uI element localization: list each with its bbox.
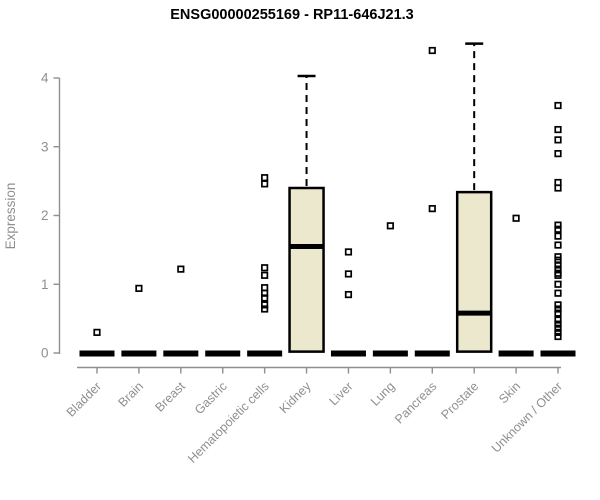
outlier-point-unknown-other [554,332,562,341]
outlier-point-hematopoietic-cells [261,301,269,309]
y-axis-title: Expression [3,183,18,250]
zero-bar-hematopoietic-cells [247,350,283,357]
outlier-point-unknown-other [554,301,562,309]
outlier-point-unknown-other [554,232,562,240]
x-axis-label-prostate: Prostate [438,379,481,422]
outlier-point-hematopoietic-cells [261,174,269,182]
zero-bar-pancreas [414,350,450,357]
zero-bar-unknown-other [540,350,576,357]
box-kidney [288,186,325,353]
outlier-point-breast [177,265,185,273]
outlier-point-unknown-other [554,309,562,317]
outlier-point-unknown-other [554,271,562,279]
outlier-point-bladder [93,328,101,336]
zero-bar-gastric [205,350,241,357]
outlier-point-hematopoietic-cells [261,305,269,313]
y-axis-tick-label: 4 [41,71,49,86]
x-axis-label-breast: Breast [152,379,188,415]
chart-title: ENSG00000255169 - RP11-646J21.3 [170,7,414,23]
outlier-point-pancreas [428,46,436,55]
x-axis-label-liver: Liver [327,379,356,408]
y-axis-tick-label: 3 [41,139,49,154]
plot-marks: 0 1 2 3 4 Bladder Brain Breast GastricHematopoie… [41,42,576,466]
zero-bar-bladder [79,350,115,357]
y-axis-tick-label: 0 [41,346,49,361]
outlier-point-unknown-other [554,328,562,336]
x-axis-label-pancreas: Pancreas [392,379,439,426]
outlier-point-skin [512,214,520,222]
outlier-point-unknown-other [554,225,562,233]
outlier-point-unknown-other [554,324,562,332]
outlier-point-unknown-other [554,316,562,324]
outlier-point-pancreas [428,205,436,213]
outlier-point-unknown-other [554,241,562,249]
outlier-point-unknown-other [554,280,562,288]
outlier-point-hematopoietic-cells [261,180,269,188]
x-axis-label-lung: Lung [368,379,398,409]
outlier-point-unknown-other [554,184,562,192]
box-prostate [455,190,493,353]
y-axis-tick-label: 2 [41,208,49,223]
outlier-point-unknown-other [554,289,562,297]
outlier-point-hematopoietic-cells [261,271,269,279]
outlier-point-liver [344,290,353,299]
outlier-point-unknown-other [554,305,562,313]
zero-bar-breast [163,350,199,357]
outlier-point-unknown-other [554,320,562,328]
outlier-point-unknown-other [554,101,562,110]
x-axis-label-bladder: Bladder [64,379,104,419]
x-axis-label-gastric: Gastric [192,379,230,417]
outlier-point-unknown-other [554,221,562,229]
y-axis-tick-label: 1 [41,277,49,292]
outlier-point-unknown-other [554,136,562,144]
outlier-point-unknown-other [554,261,562,269]
x-axis-label-kidney: Kidney [277,379,314,416]
x-axis-label-hematopoietic-cells: Hematopoietic cells [185,379,272,466]
zero-bar-liver [330,350,366,357]
outlier-point-hematopoietic-cells [261,264,269,272]
outlier-point-liver [344,270,353,278]
outlier-point-unknown-other [554,125,562,134]
zero-bar-lung [372,350,408,357]
zero-bar-brain [121,350,157,357]
outlier-point-liver [344,248,353,256]
x-axis-label-brain: Brain [115,379,146,410]
x-axis-label-skin: Skin [496,379,523,406]
outlier-point-lung [386,222,394,230]
outlier-point-brain [135,284,143,292]
zero-bar-skin [498,350,534,357]
outlier-point-hematopoietic-cells [261,294,269,302]
x-axis-label-unknown-other: Unknown / Other [489,379,565,455]
outlier-point-unknown-other [554,150,562,158]
